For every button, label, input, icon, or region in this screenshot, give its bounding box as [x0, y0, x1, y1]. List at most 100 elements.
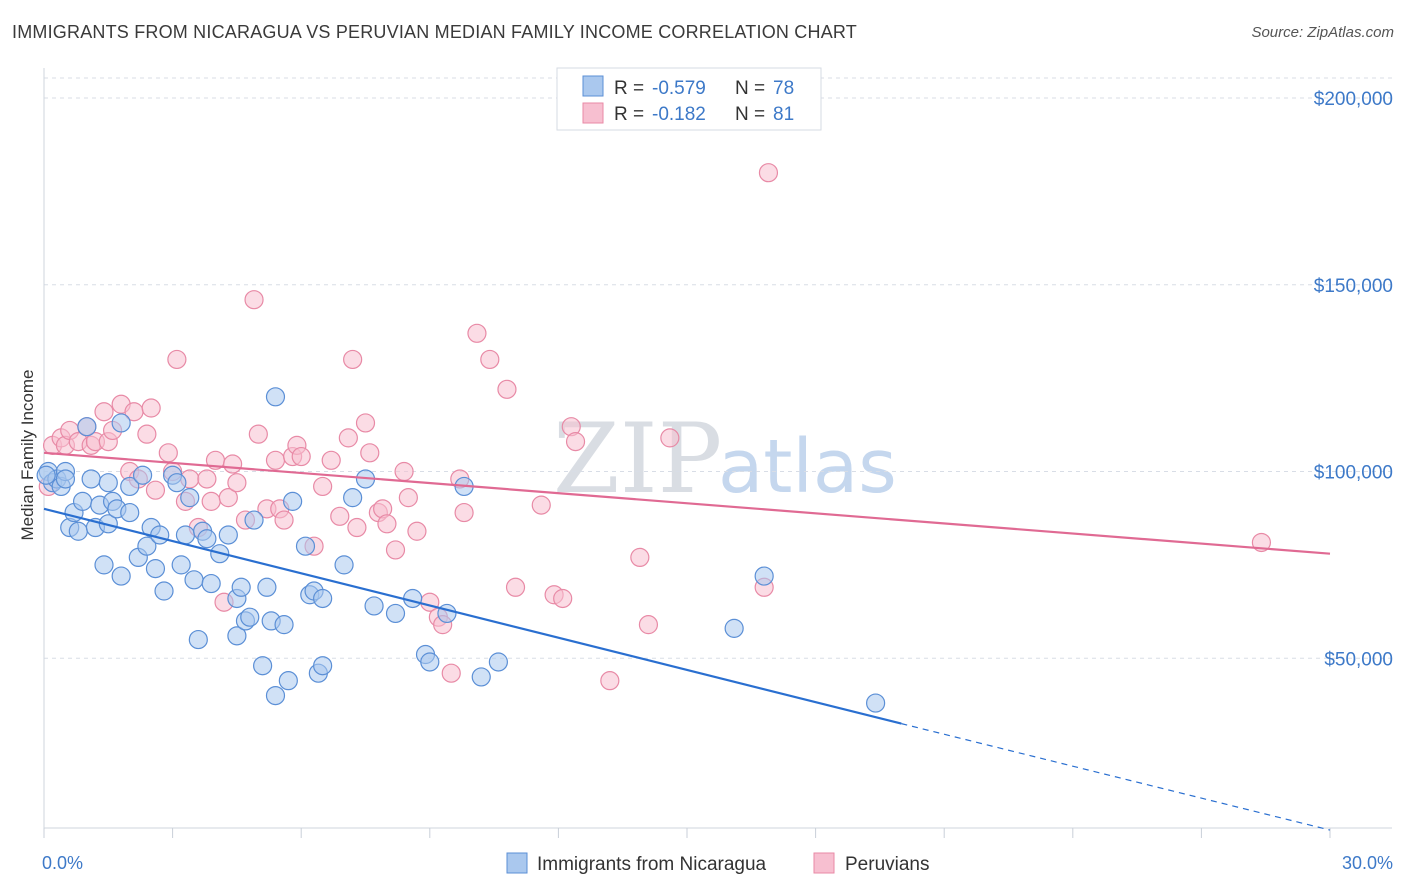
legend-swatch-peruvians	[582, 102, 604, 124]
nicaragua-point	[81, 469, 101, 489]
peruvians-point	[137, 424, 157, 444]
peruvians-point	[94, 402, 114, 422]
nicaragua-point	[265, 387, 286, 407]
nicaragua-point	[420, 652, 440, 672]
peruvians-point	[394, 461, 414, 482]
nicaragua-point	[385, 603, 406, 624]
nicaragua-point	[167, 473, 187, 493]
peruvians-point	[638, 615, 659, 635]
peruvians-point	[454, 502, 474, 523]
nicaragua-point	[120, 502, 140, 523]
nicaragua-point	[313, 656, 333, 676]
chart-title: IMMIGRANTS FROM NICARAGUA VS PERUVIAN ME…	[12, 22, 857, 42]
nicaragua-point	[364, 596, 384, 616]
legend-swatch-nicaragua	[582, 75, 604, 97]
nicaragua-point	[218, 525, 238, 545]
y-tick-labels: $50,000 $100,000 $150,000 $200,000	[1314, 89, 1393, 670]
nicaragua-point	[257, 577, 277, 597]
peruvians-trend-line	[43, 451, 1331, 555]
peruvians-point	[600, 671, 620, 691]
peruvians-point	[343, 349, 363, 370]
peruvians-point	[377, 514, 397, 534]
nicaragua-point	[68, 521, 88, 541]
y-axis-label: Median Family Income	[18, 369, 37, 540]
peruvians-point	[158, 443, 178, 463]
peruvians-point	[330, 506, 350, 526]
nicaragua-point	[55, 469, 76, 489]
nicaragua-point	[137, 536, 157, 556]
nicaragua-point	[471, 667, 491, 687]
bottom-legend-label-peruvians[interactable]: Peruvians	[845, 854, 930, 875]
peruvians-point	[407, 521, 427, 541]
peruvians-point	[227, 473, 247, 493]
nicaragua-point	[253, 656, 273, 676]
watermark-zip: ZIP	[553, 403, 722, 515]
peruvians-point	[223, 454, 243, 474]
nicaragua-point	[197, 529, 217, 549]
bottom-legend-swatch-peruvians[interactable]	[813, 852, 835, 874]
nicaragua-point	[132, 465, 153, 485]
peruvians-point	[360, 443, 380, 463]
legend-r-value-1: -0.579	[652, 78, 706, 99]
nicaragua-point	[36, 465, 56, 485]
watermark-atlas: atlas	[718, 424, 897, 510]
nicaragua-point	[77, 417, 97, 437]
peruvians-point	[167, 349, 187, 370]
peruvians-point	[244, 290, 264, 310]
legend-n-label-1: N =	[735, 78, 765, 99]
nicaragua-point	[94, 555, 114, 575]
nicaragua-point	[313, 588, 333, 609]
nicaragua-point	[111, 566, 131, 586]
y-tick-label: $200,000	[1314, 89, 1393, 110]
peruvians-point	[565, 432, 586, 452]
peruvians-point	[467, 323, 487, 343]
peruvians-point	[758, 163, 779, 183]
legend-r-value-2: -0.182	[652, 104, 706, 125]
nicaragua-point	[488, 652, 508, 672]
y-tick-label: $100,000	[1314, 463, 1393, 484]
peruvians-point	[385, 540, 406, 560]
peruvians-point	[248, 424, 268, 444]
nicaragua-point	[283, 491, 303, 511]
peruvians-point	[553, 588, 573, 609]
nicaragua-point	[180, 488, 200, 508]
chart-source: Source: ZipAtlas.com	[1251, 24, 1394, 41]
peruvians-point	[505, 577, 526, 597]
nicaragua-point	[227, 626, 247, 646]
peruvians-point	[660, 428, 680, 448]
peruvians-point	[274, 510, 294, 530]
peruvians-point	[141, 398, 161, 418]
nicaragua-point	[295, 536, 316, 556]
legend-n-value-1: 78	[773, 78, 794, 99]
nicaragua-point	[265, 685, 286, 706]
peruvians-point	[398, 488, 418, 508]
y-tick-label: $150,000	[1314, 276, 1393, 297]
nicaragua-point	[72, 491, 93, 511]
nicaragua-point	[111, 413, 131, 433]
peruvians-point	[265, 450, 286, 470]
nicaragua-point	[343, 488, 363, 508]
bottom-legend-swatch-nicaragua[interactable]	[506, 852, 528, 874]
series-legend: Immigrants from Nicaragua Peruvians	[506, 852, 930, 875]
legend-r-label-2: R =	[614, 104, 644, 125]
nicaragua-point	[724, 618, 744, 638]
x-tick-label-max: 30.0%	[1342, 853, 1393, 873]
peruvians-point	[201, 491, 221, 511]
nicaragua-point	[145, 559, 166, 579]
peruvians-point	[218, 488, 238, 508]
bottom-legend-label-nicaragua[interactable]: Immigrants from Nicaragua	[537, 854, 767, 875]
nicaragua-point	[201, 573, 221, 594]
legend-n-value-2: 81	[773, 104, 794, 125]
nicaragua-points	[36, 387, 886, 713]
x-tick-label-min: 0.0%	[42, 853, 83, 873]
y-tick-label: $50,000	[1324, 649, 1393, 670]
peruvians-point	[338, 428, 358, 448]
nicaragua-point	[866, 693, 886, 713]
peruvians-point	[630, 547, 650, 568]
nicaragua-point	[754, 566, 774, 586]
peruvians-point	[197, 469, 217, 489]
peruvians-point	[313, 476, 333, 497]
peruvians-point	[355, 413, 376, 433]
legend-n-label-2: N =	[735, 104, 765, 125]
